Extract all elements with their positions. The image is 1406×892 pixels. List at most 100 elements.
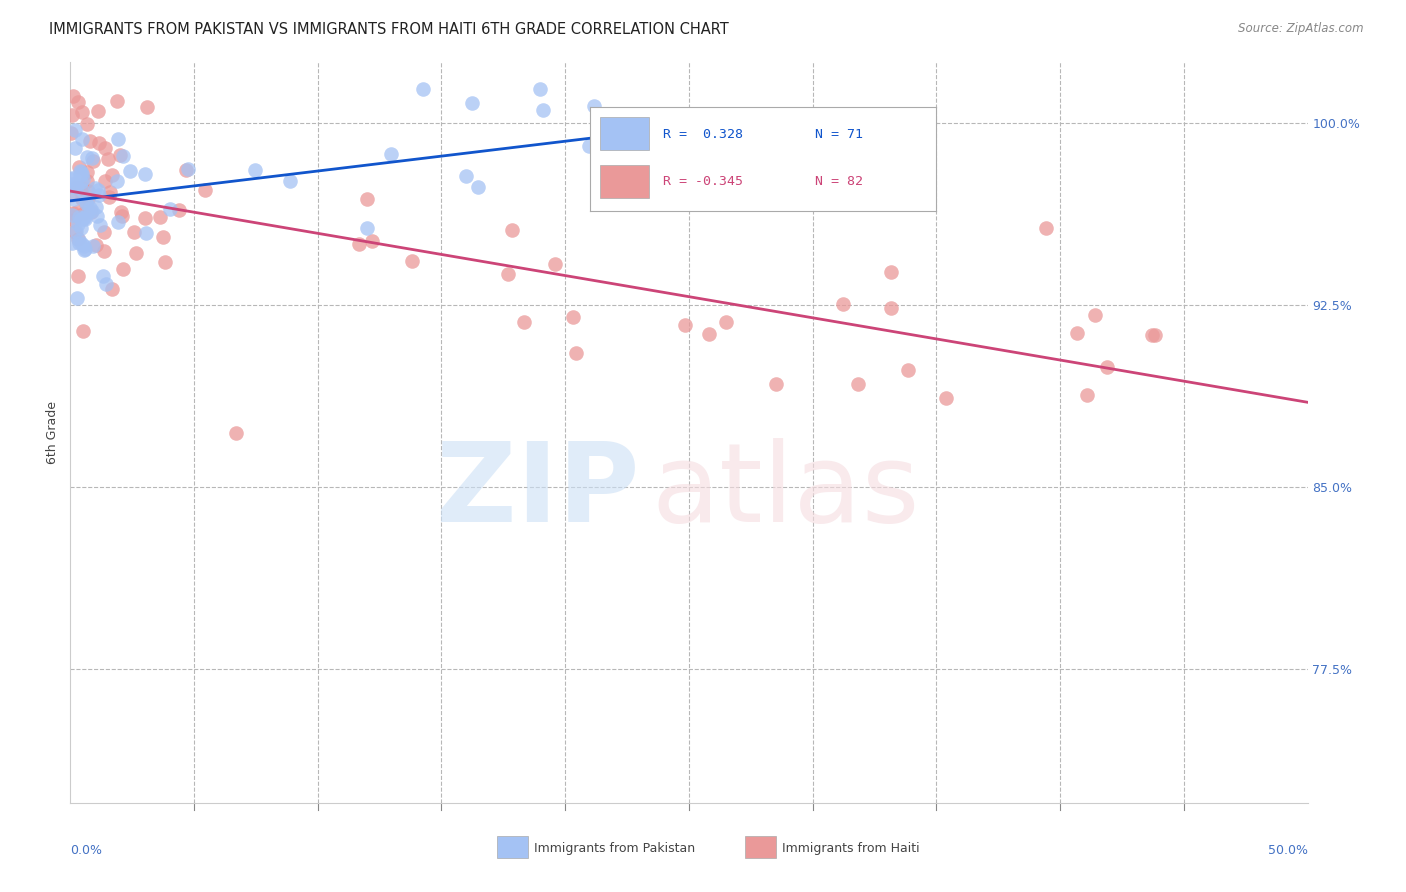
Point [100,282,122,296]
Point [93,141,115,155]
Point [98,189,121,203]
Point [60,188,83,202]
Point [67,268,90,283]
Point [501,223,523,237]
Point [62,206,84,220]
Point [356,221,378,235]
Y-axis label: 6th Grade: 6th Grade [46,401,59,464]
Point [107,215,129,229]
Point [73,243,96,257]
Point [111,209,134,223]
Point [60,127,83,141]
Point [1066,326,1088,340]
Point [152,230,174,244]
Point [66,179,89,194]
Point [174,163,197,178]
Point [118,163,141,178]
Text: Immigrants from Pakistan: Immigrants from Pakistan [534,842,696,855]
Point [84,180,107,194]
Point [91,268,114,283]
Point [82,239,104,253]
Point [66,291,89,305]
Point [65,180,87,194]
Point [454,169,477,183]
Point [87,136,110,150]
Point [72,105,94,120]
Point [63,226,86,240]
Point [107,132,129,146]
Point [82,154,104,169]
Point [70,167,93,181]
Point [880,301,903,315]
Point [70,183,93,197]
Point [60,208,83,222]
Point [72,236,94,251]
Point [63,123,86,137]
Point [100,168,122,182]
Point [72,171,94,186]
Point [80,203,103,218]
Point [70,131,93,145]
Point [69,168,91,182]
Bar [745,836,776,858]
Point [73,239,96,253]
Point [467,180,489,194]
Point [561,310,583,324]
Point [87,183,110,197]
Point [94,174,117,188]
Point [70,192,93,206]
Point [714,315,737,329]
Point [72,324,94,338]
Point [70,165,93,179]
Point [93,225,115,239]
Point [194,184,217,198]
Point [135,100,157,114]
Point [586,169,609,183]
Point [278,174,301,188]
Point [89,188,111,202]
Point [582,99,605,113]
Point [67,233,90,247]
Point [62,177,84,191]
Point [225,426,247,441]
Point [73,242,96,256]
Point [846,376,869,391]
Text: Source: ZipAtlas.com: Source: ZipAtlas.com [1239,22,1364,36]
Point [1143,327,1166,342]
Point [89,218,111,232]
Point [86,210,108,224]
Point [112,149,135,163]
Text: atlas: atlas [652,438,921,545]
Point [76,150,98,164]
Point [79,134,101,148]
Point [72,181,94,195]
Point [73,206,96,220]
Point [60,235,83,250]
Point [461,96,484,111]
Point [69,210,91,224]
Point [134,211,156,225]
Point [380,147,402,161]
Point [880,265,903,279]
Point [84,238,107,252]
Point [135,226,157,240]
Point [75,196,97,211]
Point [79,201,101,215]
Point [167,203,190,218]
Text: ZIP: ZIP [436,438,640,545]
Point [69,163,91,178]
Point [59,171,82,186]
Point [1035,220,1057,235]
Point [66,205,89,219]
Point [76,165,98,179]
Point [149,210,172,224]
Point [60,170,83,185]
Point [412,82,434,96]
Point [897,363,920,377]
Point [155,255,177,269]
Point [697,327,720,342]
Point [76,117,98,131]
Point [529,81,551,95]
Bar [498,836,529,858]
Point [1095,360,1118,375]
